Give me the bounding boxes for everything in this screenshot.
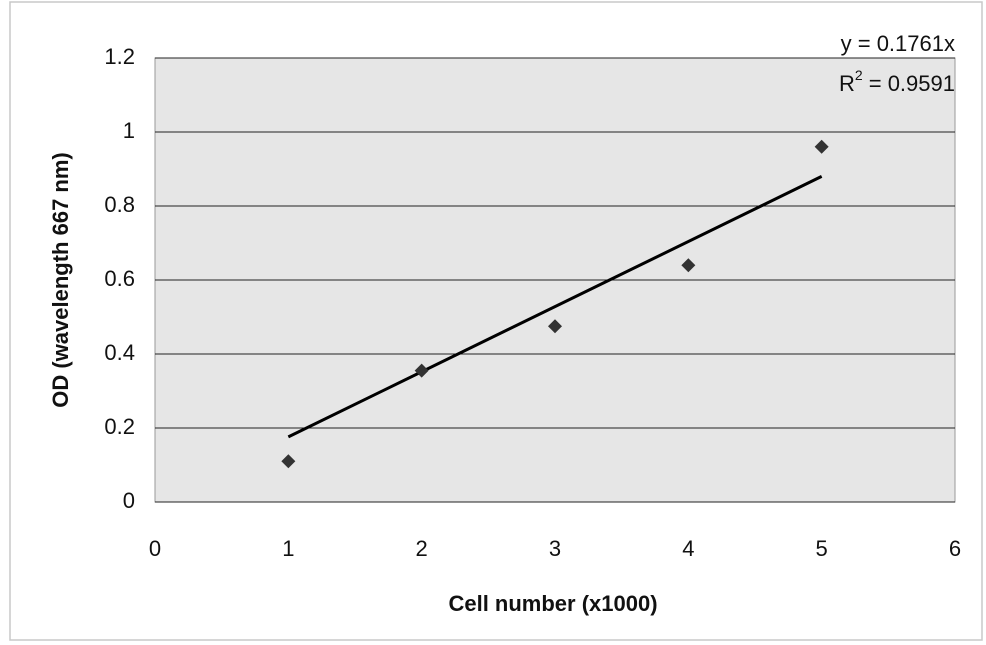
chart: Cell number (x1000) OD (wavelength 667 n… — [0, 0, 986, 645]
x-tick-label: 2 — [416, 536, 428, 561]
y-tick-label: 1 — [123, 118, 135, 143]
y-tick-label: 1.2 — [104, 44, 135, 69]
r-squared-prefix: R — [839, 71, 855, 96]
y-tick-label: 0.4 — [104, 340, 135, 365]
x-axis-title: Cell number (x1000) — [448, 591, 657, 616]
y-tick-label: 0 — [123, 488, 135, 513]
page: {"chart_data": { "type": "scatter", "x_l… — [0, 0, 986, 645]
y-axis-title: OD (wavelength 667 nm) — [48, 152, 73, 408]
x-tick-label: 5 — [816, 536, 828, 561]
r-squared-sup: 2 — [855, 67, 863, 83]
x-tick-label: 1 — [282, 536, 294, 561]
y-tick-label: 0.6 — [104, 266, 135, 291]
x-tick-label: 6 — [949, 536, 961, 561]
y-tick-label: 0.8 — [104, 192, 135, 217]
r-squared-suffix: = 0.9591 — [863, 71, 955, 96]
x-tick-label: 4 — [682, 536, 694, 561]
x-tick-label: 0 — [149, 536, 161, 561]
y-tick-label: 0.2 — [104, 414, 135, 439]
trend-equation: y = 0.1761x — [841, 31, 955, 56]
x-tick-label: 3 — [549, 536, 561, 561]
